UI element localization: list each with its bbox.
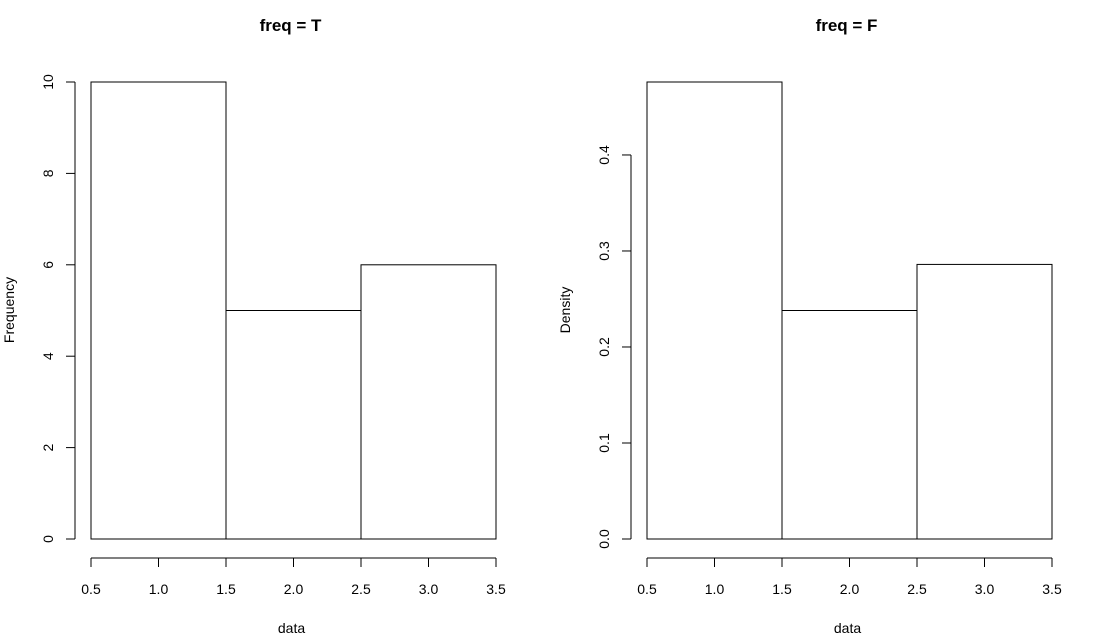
x-tick-label: 2.0	[284, 581, 304, 597]
y-tick-label: 0.1	[596, 433, 612, 453]
x-tick-label: 1.0	[149, 581, 169, 597]
y-tick-label: 0.0	[596, 529, 612, 549]
chart-title: freq = F	[816, 16, 878, 35]
y-tick-label: 0	[40, 535, 56, 543]
x-axis-label: data	[834, 620, 861, 636]
x-tick-label: 3.5	[1042, 581, 1062, 597]
x-tick-label: 0.5	[81, 581, 101, 597]
y-tick-label: 10	[40, 74, 56, 90]
x-tick-label: 2.5	[351, 581, 371, 597]
histogram-panel-2: 0.5 1.0 1.5 2.0 2.5 3.0 3.5 0.0 0.1 0.2 0.3 0.4 freq…	[557, 16, 1062, 636]
histogram-bar	[781, 310, 918, 540]
x-tick-label: 3.0	[975, 581, 995, 597]
x-tick-label: 1.5	[216, 581, 236, 597]
y-tick-label: 0.3	[596, 241, 612, 261]
histogram-bar	[646, 81, 783, 540]
y-tick-label: 0.4	[596, 145, 612, 165]
x-axis-label: data	[278, 620, 305, 636]
y-tick-label: 6	[40, 261, 56, 269]
y-tick-label: 2	[40, 443, 56, 451]
x-tick-label: 3.0	[419, 581, 439, 597]
histogram-bar	[90, 81, 227, 540]
x-tick-label: 3.5	[486, 581, 506, 597]
y-tick-label: 8	[40, 169, 56, 177]
x-tick-label: 0.5	[637, 581, 657, 597]
histogram-panel-1: 0.5 1.0 1.5 2.0 2.5 3.0 3.5 0 2 4 6 8 10 freq = T data…	[1, 16, 506, 636]
x-tick-label: 2.0	[840, 581, 860, 597]
x-tick-label: 1.5	[772, 581, 792, 597]
histogram-bar	[360, 264, 497, 540]
y-axis-label: Frequency	[1, 277, 17, 343]
histogram-bar	[225, 310, 362, 540]
y-tick-label: 0.2	[596, 337, 612, 357]
y-axis-label: Density	[557, 287, 573, 334]
histogram-bar	[916, 263, 1053, 540]
x-tick-label: 1.0	[705, 581, 725, 597]
x-tick-label: 2.5	[907, 581, 927, 597]
y-tick-label: 4	[40, 352, 56, 360]
chart-title: freq = T	[260, 16, 322, 35]
